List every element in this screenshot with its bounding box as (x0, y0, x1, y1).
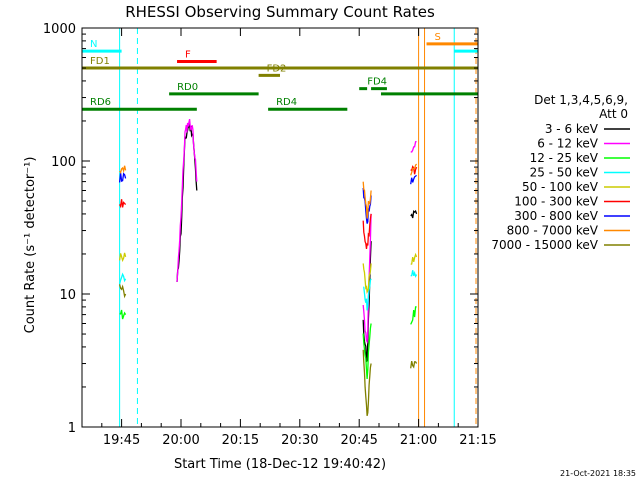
flag-label-5: RD0 (177, 82, 198, 93)
plot-area: N F FD1 FD2 FD4 RD0 RD4 RD6 S 19:45 20:00 20:15 20:3… (43, 22, 497, 448)
flag-label-0: N (90, 39, 97, 50)
y-axis-label: Count Rate (s⁻¹ detector⁻¹) (23, 157, 38, 334)
legend-label-4: 50 - 100 keV (522, 180, 599, 194)
series-line-4 (118, 252, 418, 295)
x-axis-label: Start Time (18-Dec-12 19:40:42) (174, 457, 386, 472)
series-line-7 (119, 163, 418, 219)
series-line-2 (119, 306, 417, 379)
legend-label-6: 300 - 800 keV (514, 209, 598, 223)
flag-label-1: F (185, 49, 191, 60)
y-tick-label-1: 10 (59, 288, 76, 303)
legend-label-5: 100 - 300 keV (514, 195, 598, 209)
x-tick-label-6: 21:15 (459, 433, 496, 448)
chart-title: RHESSI Observing Summary Count Rates (125, 3, 435, 21)
flag-label-7: RD6 (90, 97, 111, 108)
x-tick-label-2: 20:15 (222, 433, 259, 448)
x-tick-label-4: 20:45 (340, 433, 377, 448)
y-tick-label-3: 1000 (43, 22, 76, 37)
y-tick-label-0: 1 (68, 421, 76, 436)
legend-header-attenuator: Att 0 (599, 107, 628, 121)
x-tick-label-3: 20:30 (281, 433, 318, 448)
series-line-1 (176, 118, 417, 344)
legend-label-8: 7000 - 15000 keV (491, 238, 598, 252)
series-line-8 (118, 284, 418, 416)
flag-label-6: RD4 (276, 97, 297, 108)
legend-label-3: 25 - 50 keV (530, 166, 599, 180)
legend-label-0: 3 - 6 keV (545, 122, 599, 136)
legend-label-7: 800 - 7000 keV (507, 224, 599, 238)
legend-label-1: 6 - 12 keV (537, 137, 599, 151)
flag-label-3: FD2 (267, 63, 287, 74)
x-tick-label-0: 19:45 (103, 433, 140, 448)
legend-label-2: 12 - 25 keV (530, 151, 599, 165)
flag-label-4: FD4 (367, 77, 387, 88)
legend-header-detectors: Det 1,3,4,5,6,9, (534, 93, 628, 107)
flag-label-8: S (435, 32, 441, 43)
x-tick-label-1: 20:00 (162, 433, 199, 448)
series-line-3 (118, 270, 418, 311)
x-tick-label-5: 21:00 (400, 433, 437, 448)
y-tick-label-2: 100 (51, 155, 76, 170)
flag-label-2: FD1 (90, 56, 110, 67)
footer-date: 21-Oct-2021 18:35 (560, 469, 636, 478)
